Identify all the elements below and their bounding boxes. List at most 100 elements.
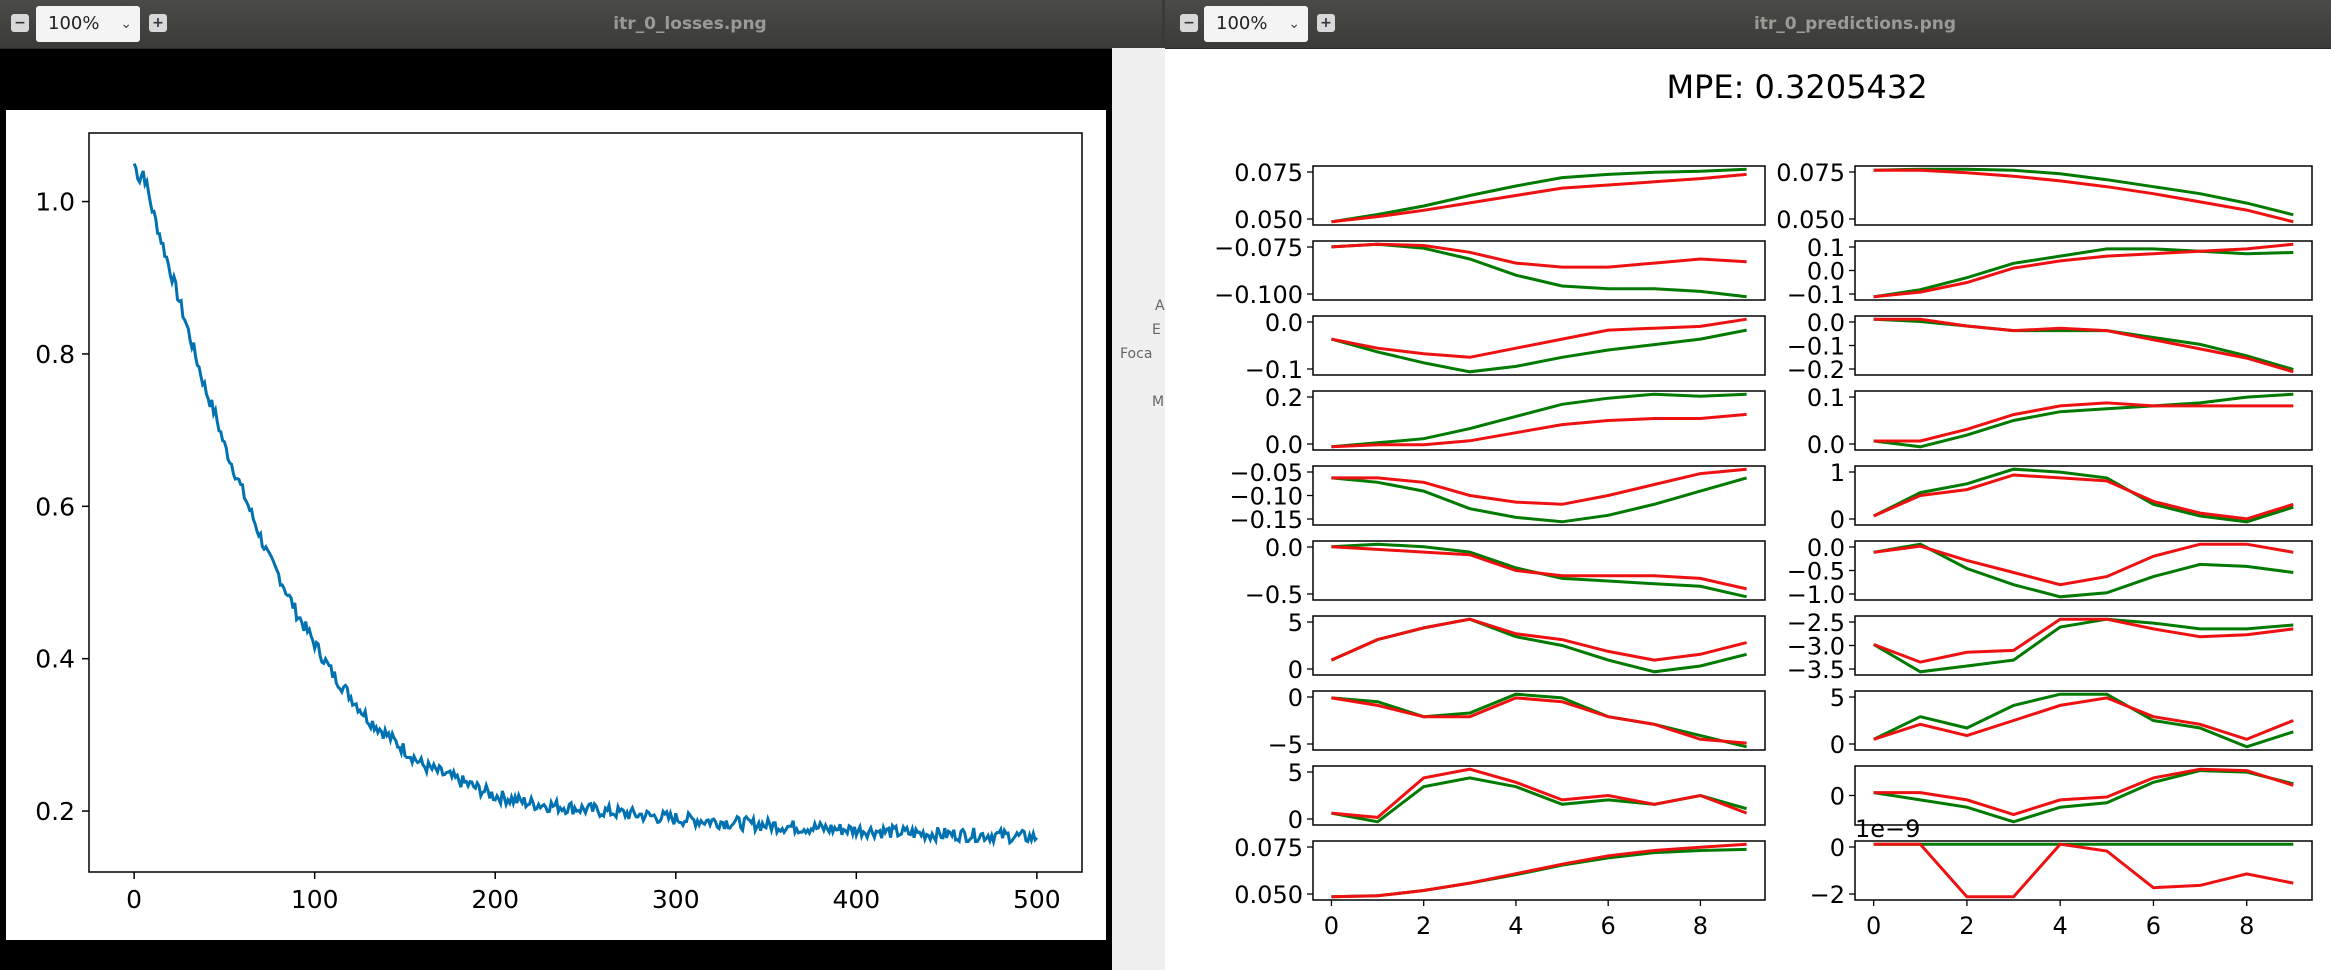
y-tick-label: −0.05: [1229, 459, 1303, 487]
y-tick-label: 0.0: [1265, 309, 1303, 337]
y-tick-label: 0.0: [1807, 258, 1845, 286]
titlebar-right: − 100% ⌄ + itr_0_predictions.png: [1165, 0, 2331, 49]
y-tick-label: −0.15: [1229, 506, 1303, 534]
subplot-frame: [1312, 390, 1766, 451]
subplot-frame: [1854, 165, 2313, 226]
y-tick-label: −0.10: [1229, 483, 1303, 511]
red-series-line: [1331, 767, 1748, 819]
green-series-line: [1873, 167, 2294, 217]
zoom-select-left[interactable]: 100% ⌄: [36, 6, 140, 42]
subplot-5: 0.0−0.1−0.2: [1787, 309, 2313, 384]
y-tick-label: −0.5: [1245, 581, 1303, 609]
titlebar-left: − 100% ⌄ + itr_0_losses.png: [0, 0, 1162, 49]
x-tick-label: 300: [652, 885, 700, 914]
fragment-text: M: [1152, 394, 1165, 410]
x-tick-label: 500: [1013, 885, 1061, 914]
green-series-line: [1331, 692, 1747, 749]
subplot-frame: [1854, 840, 2313, 901]
fragment-text: E: [1152, 322, 1161, 338]
subplot-15: 50: [1830, 684, 2313, 759]
x-tick-label: 400: [832, 885, 880, 914]
subplot-frame: [1854, 765, 2313, 826]
subplot-3: 0.10.0−0.1: [1787, 234, 2313, 309]
y-tick-label: 1: [1830, 459, 1845, 487]
red-series-line: [1331, 172, 1747, 224]
subplot-1: 0.075 0.050: [1776, 159, 2313, 234]
y-tick-label: 0: [1830, 506, 1845, 534]
predictions-chart: MPE: 0.32054320.0750.0500.0750.050−0.075…: [1214, 68, 2313, 940]
window-title: itr_0_predictions.png: [1753, 14, 1957, 34]
green-series-line: [1873, 692, 2294, 749]
red-series-line: [1331, 545, 1747, 591]
zoom-out-icon[interactable]: −: [1180, 14, 1198, 32]
y-tick-label: 0: [1288, 656, 1303, 684]
x-tick-label: 8: [1693, 912, 1708, 940]
green-series-line: [1872, 617, 2294, 674]
subplot-frame: [1854, 315, 2313, 376]
losses-chart: 0 100 200 300 400 500 0.2 0.4 0.6 0.8 1.0: [6, 110, 1106, 940]
image-viewport-right: MPE: 0.3205432 0.075 0.050 0.075 0.050 −0.075…: [1165, 48, 2331, 970]
x-tick-label: 200: [471, 885, 519, 914]
x-tick-label: 100: [291, 885, 339, 914]
red-series-line: [1331, 317, 1747, 359]
y-tick-label: −5: [1268, 731, 1303, 759]
subplot-17: 0: [1830, 765, 2313, 826]
loss-series-line: [132, 162, 1039, 848]
x-tick-label: 4: [1508, 912, 1523, 940]
subplot-12: 50: [1288, 609, 1766, 684]
y-tick-label: 0.075: [1776, 159, 1845, 187]
y-tick-label: 0.050: [1776, 206, 1845, 234]
chevron-down-icon: ⌄: [1288, 16, 1300, 32]
y-tick-label: 0.1: [1807, 234, 1845, 262]
green-series-line: [1330, 328, 1747, 374]
green-series-line: [1873, 467, 2294, 524]
x-tick-label: 0: [126, 885, 142, 914]
y-tick-label: 0.0: [1265, 431, 1303, 459]
green-series-line: [1331, 167, 1747, 224]
y-tick-label: 0.050: [1234, 206, 1303, 234]
subplot-frame: [1854, 390, 2313, 451]
red-series-line: [1331, 412, 1747, 449]
zoom-value: 100%: [1216, 13, 1268, 34]
y-tick-label: −1.0: [1787, 581, 1845, 609]
zoom-in-icon[interactable]: +: [1317, 14, 1335, 32]
y-tick-label: 1.0: [35, 188, 75, 217]
offset-label: 1e−9: [1855, 815, 1920, 843]
subplot-frame: [1312, 165, 1766, 226]
subplot-10: 0.0 −0.5: [1245, 534, 1766, 609]
subplot-0: 0.075 0.050: [1234, 159, 1766, 234]
red-series-line: [1331, 696, 1747, 745]
subplot-11: 0.0−0.5−1.0: [1787, 534, 2313, 609]
figure-background: [6, 110, 1106, 940]
zoom-out-icon[interactable]: −: [11, 14, 29, 32]
y-tick-label: 0.0: [1807, 431, 1845, 459]
fragment-text: Foca: [1120, 346, 1153, 362]
y-tick-label: 0.1: [1807, 384, 1845, 412]
red-series-line: [1873, 767, 2294, 817]
red-series-line: [1331, 842, 1747, 899]
y-tick-label: −3.5: [1787, 656, 1845, 684]
subplot-frame: [1854, 615, 2313, 676]
x-tick-label: 2: [1959, 912, 1974, 940]
background-window-fragment: A E Foca M: [1112, 48, 1167, 970]
chevron-down-icon: ⌄: [120, 16, 132, 32]
green-series-line: [1873, 542, 2294, 599]
y-tick-label: 0: [1830, 834, 1845, 862]
image-viewport-left: 0 100 200 300 400 500 0.2 0.4 0.6 0.8 1.0: [0, 48, 1162, 970]
red-series-line: [1331, 467, 1747, 506]
zoom-value: 100%: [48, 13, 100, 34]
subplot-14: 0 −5: [1268, 684, 1766, 759]
y-tick-label: 0.4: [35, 645, 75, 674]
y-tick-label: −0.1: [1245, 356, 1303, 384]
x-tick-label: 6: [1601, 912, 1616, 940]
subplot-19: 0 −2 1e−9 0 2 4 6 8: [1810, 815, 2313, 940]
y-tick-label: 5: [1288, 759, 1303, 787]
zoom-select-right[interactable]: 100% ⌄: [1204, 6, 1308, 42]
zoom-in-icon[interactable]: +: [149, 14, 167, 32]
axes-frame: [88, 132, 1083, 873]
subplot-8: −0.05−0.10−0.15: [1229, 459, 1766, 534]
y-tick-label: 5: [1830, 684, 1845, 712]
red-series-line: [1873, 617, 2294, 664]
subplot-frame: [1854, 690, 2313, 751]
y-tick-label: 0.0: [1807, 309, 1845, 337]
